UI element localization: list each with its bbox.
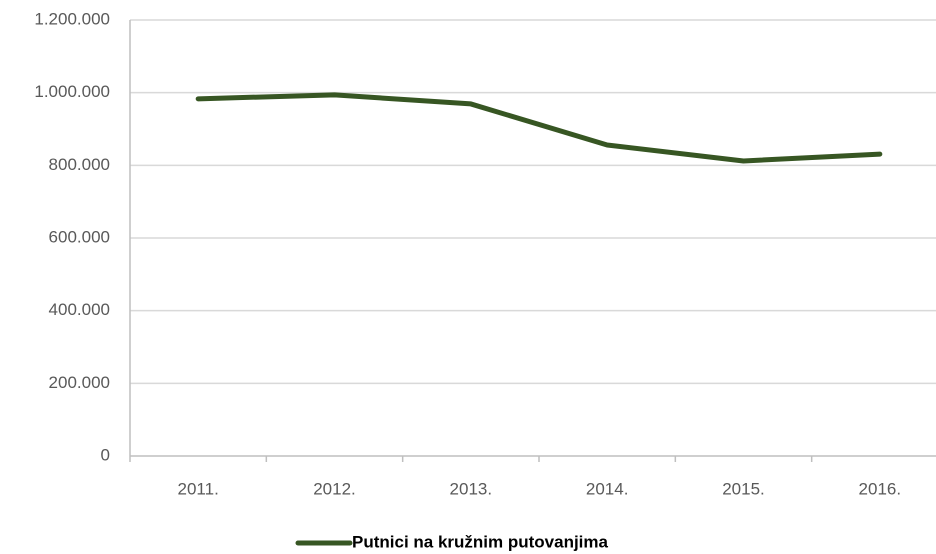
legend-label: Putnici na kružnim putovanjima xyxy=(352,532,609,551)
x-tick-label: 2014. xyxy=(586,479,629,498)
line-series xyxy=(195,92,883,164)
y-tick-label: 200.000 xyxy=(49,373,110,392)
x-tick-label: 2016. xyxy=(859,479,902,498)
y-tick-label: 600.000 xyxy=(49,227,110,246)
x-tick-label: 2011. xyxy=(178,479,219,498)
x-tick-label: 2012. xyxy=(313,479,356,498)
y-tick-label: 0 xyxy=(101,445,110,464)
x-tick-label: 2013. xyxy=(450,479,493,498)
y-tick-label: 1.000.000 xyxy=(34,82,110,101)
y-tick-label: 800.000 xyxy=(49,155,110,174)
y-tick-label: 1.200.000 xyxy=(34,9,110,28)
x-tick-label: 2015. xyxy=(722,479,765,498)
y-tick-label: 400.000 xyxy=(49,300,110,319)
